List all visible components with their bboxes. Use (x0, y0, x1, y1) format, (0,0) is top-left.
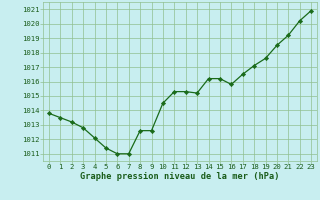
X-axis label: Graphe pression niveau de la mer (hPa): Graphe pression niveau de la mer (hPa) (80, 172, 280, 181)
